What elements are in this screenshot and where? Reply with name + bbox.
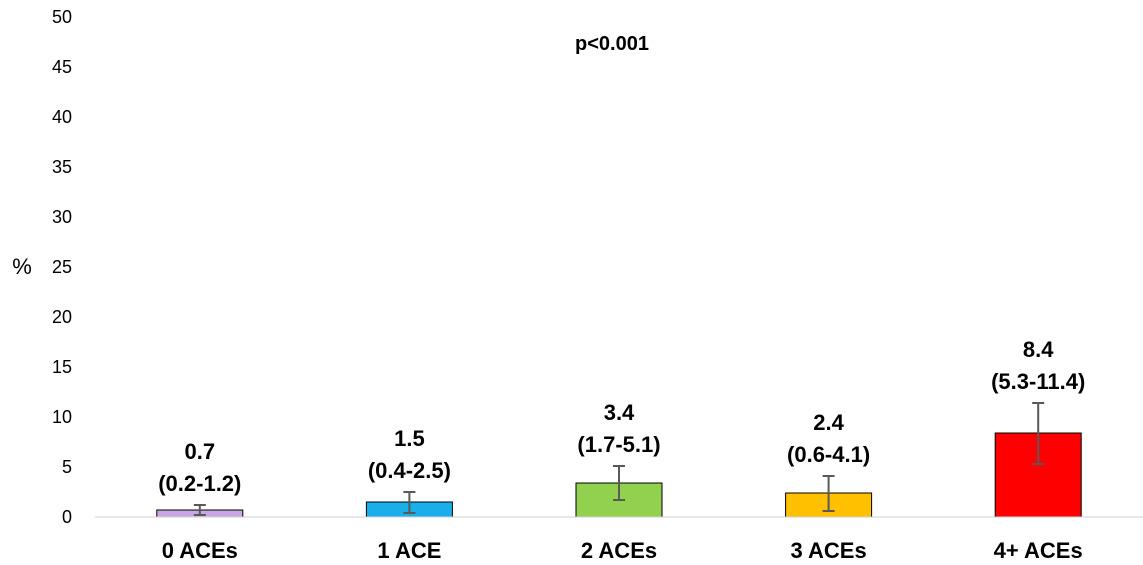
- y-axis: 0 5 10 15 20 25 30 35 40 45 50: [52, 7, 72, 527]
- y-tick-label: 20: [52, 307, 72, 327]
- y-tick-label: 15: [52, 357, 72, 377]
- y-tick-label: 0: [62, 507, 72, 527]
- data-label-value: 1.5: [394, 426, 425, 451]
- bars: 0.7 (0.2-1.2) 1.5 (0.4-2.5) 3.4 (1.7-5.1) 2.4 (…: [156, 337, 1085, 518]
- data-label-value: 8.4: [1023, 337, 1054, 362]
- x-tick-label: 1 ACE: [377, 538, 441, 563]
- data-label-value: 0.7: [185, 439, 216, 464]
- y-tick-label: 50: [52, 7, 72, 27]
- y-tick-label: 10: [52, 407, 72, 427]
- data-label-ci: (0.4-2.5): [368, 458, 451, 483]
- y-tick-label: 5: [62, 457, 72, 477]
- data-label-ci: (5.3-11.4): [991, 369, 1085, 394]
- data-label-ci: (1.7-5.1): [577, 432, 660, 457]
- y-tick-label: 25: [52, 257, 72, 277]
- y-tick-label: 40: [52, 107, 72, 127]
- data-label-ci: (0.2-1.2): [158, 471, 241, 496]
- data-label-value: 2.4: [813, 410, 844, 435]
- data-label-ci: (0.6-4.1): [787, 442, 870, 467]
- y-tick-label: 30: [52, 207, 72, 227]
- p-value-annotation: p<0.001: [575, 33, 649, 55]
- y-tick-label: 35: [52, 157, 72, 177]
- x-tick-label: 2 ACEs: [581, 538, 657, 563]
- y-axis-label: %: [12, 254, 32, 279]
- x-axis: 0 ACEs 1 ACE 2 ACEs 3 ACEs 4+ ACEs: [162, 538, 1083, 563]
- x-tick-label: 3 ACEs: [790, 538, 866, 563]
- data-label-value: 3.4: [604, 400, 635, 425]
- x-tick-label: 0 ACEs: [162, 538, 238, 563]
- y-tick-label: 45: [52, 57, 72, 77]
- x-tick-label: 4+ ACEs: [994, 538, 1083, 563]
